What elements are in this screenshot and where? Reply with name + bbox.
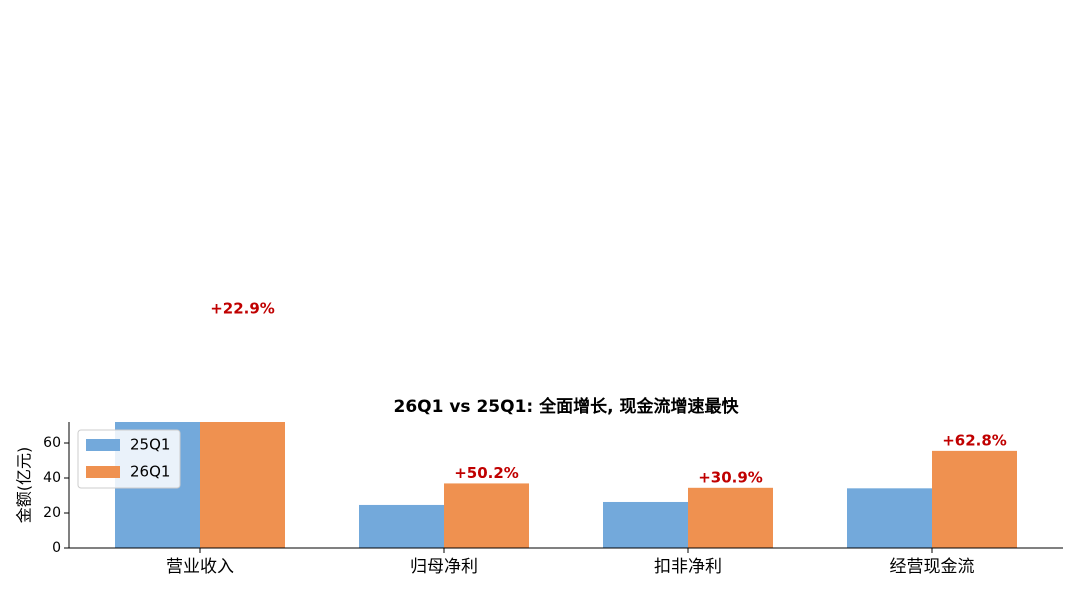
bar bbox=[603, 501, 688, 548]
bar bbox=[847, 488, 932, 548]
y-tick-label: 0 bbox=[52, 540, 61, 556]
y-tick-label: 40 bbox=[43, 470, 61, 486]
chart-title: 26Q1 vs 25Q1: 全面增长, 现金流增速最快 bbox=[393, 396, 739, 417]
x-tick-label: 扣非净利 bbox=[654, 557, 722, 577]
legend-swatch bbox=[86, 439, 120, 451]
legend-label: 25Q1 bbox=[130, 436, 170, 454]
y-tick-label: 20 bbox=[43, 505, 61, 521]
x-tick-label: 营业收入 bbox=[166, 557, 234, 577]
growth-label: +22.9% bbox=[210, 299, 275, 317]
y-tick-label: 60 bbox=[43, 435, 61, 451]
legend-swatch bbox=[86, 466, 120, 478]
x-tick-label: 归母净利 bbox=[410, 557, 478, 577]
bar bbox=[688, 487, 773, 548]
x-tick-label: 经营现金流 bbox=[890, 557, 975, 577]
bar bbox=[444, 483, 529, 548]
bar bbox=[932, 450, 1017, 548]
growth-label: +62.8% bbox=[942, 431, 1007, 449]
bar bbox=[200, 422, 285, 548]
y-axis-label: 金额(亿元) bbox=[15, 447, 34, 524]
bar bbox=[359, 504, 444, 548]
growth-label: +50.2% bbox=[454, 464, 519, 482]
plot-area bbox=[115, 422, 1017, 548]
growth-label: +30.9% bbox=[698, 468, 763, 486]
legend-label: 26Q1 bbox=[130, 463, 170, 481]
